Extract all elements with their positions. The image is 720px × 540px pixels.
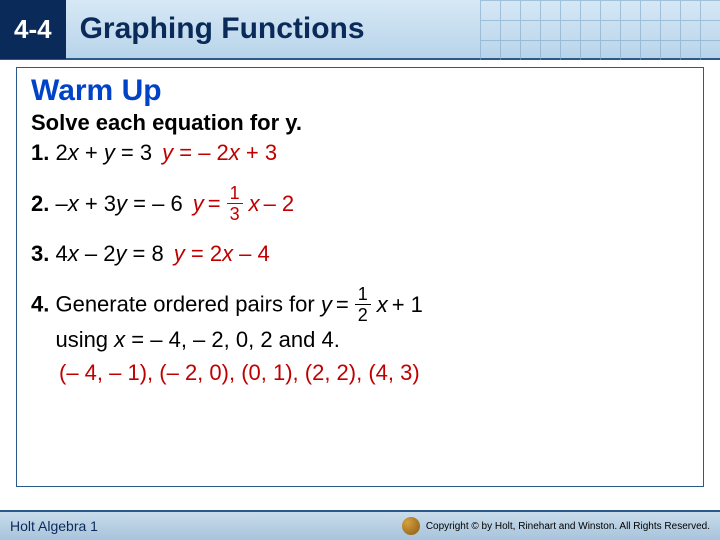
q3-number: 3. xyxy=(31,241,49,266)
question-4: 4. Generate ordered pairs for y = 1 2 x … xyxy=(31,285,689,356)
q2-answer: y = 1 3 x – 2 xyxy=(193,184,294,223)
q4-text-b-post: = – 4, – 2, 0, 2 and 4. xyxy=(125,327,340,352)
q2-ans-eq: = xyxy=(208,191,221,217)
q3-var-x: x xyxy=(68,241,79,266)
content-area: Warm Up Solve each equation for y. 1. 2x… xyxy=(0,60,720,487)
q3-ans-post: – 4 xyxy=(233,241,270,266)
q1-ans-post: + 3 xyxy=(240,140,277,165)
q4-eq-y: y xyxy=(321,289,332,321)
q2-eq-mid: + 3 xyxy=(79,191,116,216)
q1-ans-y: y xyxy=(162,140,173,165)
page-footer: Holt Algebra 1 Copyright © by Holt, Rine… xyxy=(0,510,720,540)
question-3: 3. 4x – 2y = 8 y = 2x – 4 xyxy=(31,241,689,267)
q1-var-y: y xyxy=(104,140,115,165)
q1-ans-x: x xyxy=(229,140,240,165)
question-2: 2. –x + 3y = – 6 y = 1 3 x – 2 xyxy=(31,184,689,223)
q3-ans-mid: = 2 xyxy=(185,241,222,266)
q3-ans-x: x xyxy=(222,241,233,266)
q4-frac-den: 2 xyxy=(358,305,368,324)
q4-eq-post: + 1 xyxy=(392,289,423,321)
q4-number: 4. xyxy=(31,292,49,317)
q3-eq-mid: – 2 xyxy=(79,241,116,266)
q2-ans-post: – 2 xyxy=(264,191,295,217)
question-1: 1. 2x + y = 3 y = – 2x + 3 xyxy=(31,140,689,166)
q4-text-b: using xyxy=(55,327,114,352)
q2-ans-x: x xyxy=(249,191,260,217)
header-grid-decoration xyxy=(480,0,720,60)
warmup-heading: Warm Up xyxy=(31,74,689,108)
q1-eq-mid: + xyxy=(79,140,104,165)
lesson-header: 4-4 Graphing Functions xyxy=(0,0,720,60)
q3-var-y: y xyxy=(115,241,126,266)
q3-eq-post: = 8 xyxy=(126,241,163,266)
q1-number: 1. xyxy=(31,140,49,165)
q4-eq-eq: = xyxy=(336,289,349,321)
publisher-logo-icon xyxy=(402,517,420,535)
q3-eq-pre: 4 xyxy=(55,241,67,266)
q3-ans-y: y xyxy=(174,241,185,266)
lesson-number-badge: 4-4 xyxy=(0,0,66,59)
instruction-text: Solve each equation for y. xyxy=(31,110,689,136)
q4-equation: y = 1 2 x + 1 xyxy=(321,285,423,324)
q1-answer: y = – 2x + 3 xyxy=(162,140,277,166)
q1-ans-mid: = – 2 xyxy=(173,140,229,165)
q2-number: 2. xyxy=(31,191,49,216)
q2-ans-y: y xyxy=(193,191,204,217)
lesson-title: Graphing Functions xyxy=(80,12,365,46)
copyright-text: Copyright © by Holt, Rinehart and Winsto… xyxy=(426,521,710,532)
q4-eq-x: x xyxy=(377,289,388,321)
q2-fraction: 1 3 xyxy=(227,184,243,223)
q4-answer-pairs: (– 4, – 1), (– 2, 0), (0, 1), (2, 2), (4… xyxy=(31,360,689,386)
footer-copyright: Copyright © by Holt, Rinehart and Winsto… xyxy=(402,517,710,535)
q2-frac-den: 3 xyxy=(230,204,240,223)
footer-book-title: Holt Algebra 1 xyxy=(10,518,98,534)
q4-text-b-var: x xyxy=(114,327,125,352)
q4-fraction: 1 2 xyxy=(355,285,371,324)
q1-eq-post: = 3 xyxy=(115,140,152,165)
q3-answer: y = 2x – 4 xyxy=(174,241,270,267)
q2-var-y: y xyxy=(116,191,127,216)
q1-var-x: x xyxy=(68,140,79,165)
q2-eq-post: = – 6 xyxy=(127,191,183,216)
q2-eq-pre: – xyxy=(55,191,67,216)
warmup-panel: Warm Up Solve each equation for y. 1. 2x… xyxy=(16,67,704,487)
q2-var-x: x xyxy=(68,191,79,216)
q4-text-a: Generate ordered pairs for xyxy=(49,292,320,317)
q4-frac-num: 1 xyxy=(355,285,371,305)
q2-frac-num: 1 xyxy=(227,184,243,204)
q1-eq-coef1: 2 xyxy=(55,140,67,165)
